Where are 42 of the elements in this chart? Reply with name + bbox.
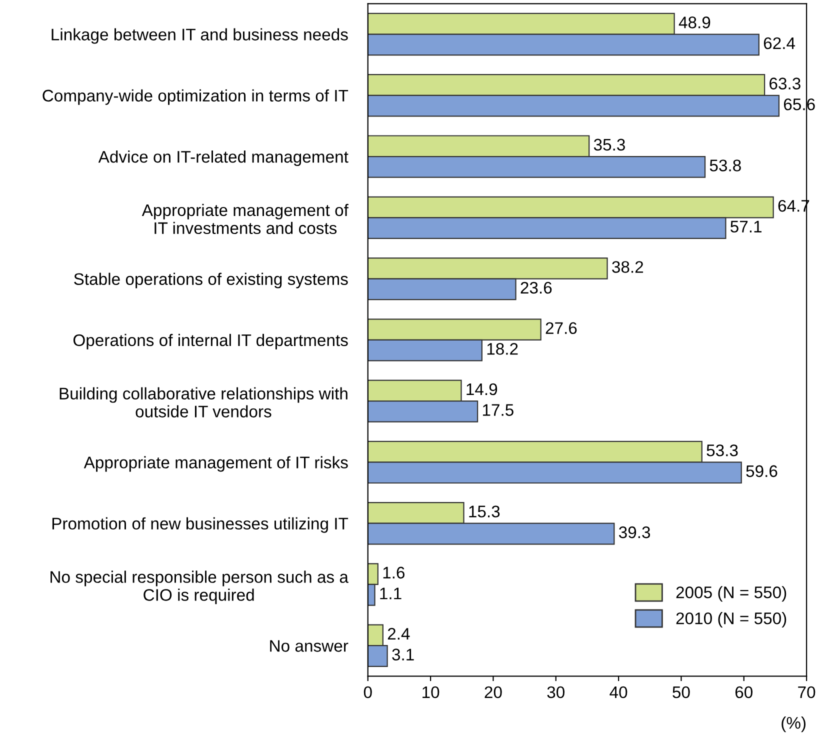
- data-label: 62.4: [764, 37, 796, 50]
- data-label: 1.6: [383, 566, 405, 579]
- legend-label: 2005 (N = 550): [676, 586, 786, 602]
- x-tick-label: 60: [735, 686, 752, 698]
- data-label: 15.3: [469, 506, 500, 518]
- data-label: 38.2: [612, 261, 644, 273]
- x-tick-label: 30: [547, 686, 564, 698]
- x-tick-label: 50: [672, 686, 690, 698]
- data-label: 63.3: [770, 78, 800, 90]
- data-label: 1.1: [380, 588, 402, 600]
- y-tick-label: Appropriate management of IT risks: [84, 456, 348, 472]
- data-label: 57.1: [730, 220, 762, 233]
- data-label: 48.9: [678, 16, 710, 28]
- data-label: 18.2: [487, 343, 518, 355]
- data-label: 27.6: [546, 322, 577, 334]
- data-label: 3.1: [392, 648, 414, 660]
- data-label: 14.9: [466, 383, 498, 396]
- data-label: 35.3: [594, 138, 625, 151]
- x-tick-label: 70: [798, 686, 816, 698]
- y-tick-label: Linkage between IT and business needs: [52, 28, 348, 44]
- y-tick-label: No answer: [270, 640, 348, 652]
- y-tick-label: Stable operations of existing systems: [74, 272, 348, 288]
- y-tick-label: Appropriate management of IT investments and costs: [142, 204, 348, 234]
- x-tick-label: 0: [364, 686, 372, 698]
- data-label: 59.6: [746, 465, 778, 478]
- y-tick-label: Company-wide optimization in terms of IT: [42, 89, 348, 105]
- y-tick-label: Building collaborative relationships with outside IT vendors: [60, 387, 348, 418]
- y-tick-label: Operations of internal IT departments: [73, 334, 348, 350]
- y-tick-label: No special responsible person such as a CIO is required: [50, 570, 348, 604]
- data-label: 23.6: [520, 282, 552, 294]
- data-label: 39.3: [618, 526, 650, 538]
- x-axis-title: (%): [782, 716, 806, 732]
- y-tick-label: Promotion of new businesses utilizing IT: [52, 517, 348, 533]
- data-label: 53.3: [706, 444, 738, 456]
- legend-label: 2010 (N = 550): [676, 612, 786, 628]
- x-tick-label: 10: [422, 686, 440, 698]
- y-tick-label: Advice on IT-related management: [98, 150, 348, 166]
- x-tick-label: 20: [484, 686, 502, 698]
- data-label: 17.5: [482, 404, 514, 416]
- x-tick-label: 40: [610, 686, 628, 698]
- data-label: 2.4: [388, 628, 410, 640]
- data-label: 53.8: [710, 160, 741, 172]
